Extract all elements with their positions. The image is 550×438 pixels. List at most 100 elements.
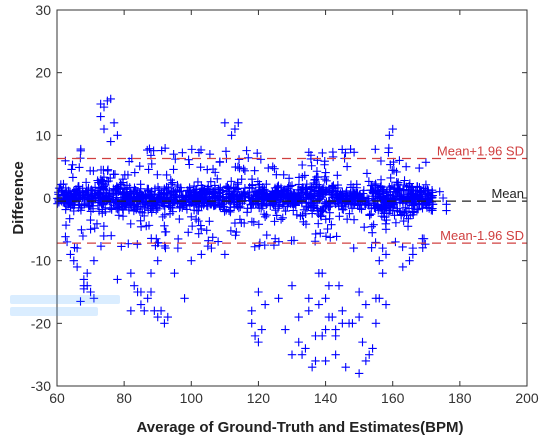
data-point: [156, 195, 166, 205]
data-point: [59, 190, 68, 199]
reference-line-label: Mean+1.96 SD: [437, 144, 524, 159]
data-point: [218, 186, 227, 195]
data-point: [234, 203, 244, 213]
data-point: [241, 191, 250, 201]
data-point: [327, 220, 336, 229]
data-point: [96, 241, 106, 251]
data-point: [304, 198, 314, 207]
data-point: [324, 281, 334, 290]
data-point: [268, 162, 277, 171]
data-point: [274, 237, 284, 246]
data-point: [421, 158, 431, 167]
data-point: [99, 185, 109, 195]
data-point: [301, 184, 311, 193]
data-point: [105, 186, 114, 196]
data-point: [307, 206, 317, 215]
data-point: [395, 156, 404, 165]
data-point: [320, 175, 329, 184]
data-point: [83, 269, 92, 278]
data-point: [133, 287, 142, 297]
data-point: [374, 187, 383, 196]
data-point: [140, 306, 149, 315]
data-point: [419, 234, 429, 243]
data-point: [142, 221, 151, 231]
data-point: [323, 224, 332, 234]
data-point: [390, 198, 399, 208]
data-point: [133, 189, 142, 199]
data-point: [272, 211, 281, 220]
data-point: [161, 227, 171, 237]
data-point: [227, 177, 236, 186]
data-point: [113, 275, 122, 284]
data-point: [339, 205, 348, 214]
data-point: [67, 165, 76, 174]
data-point: [287, 236, 296, 245]
data-point: [379, 193, 389, 203]
data-point: [103, 96, 112, 106]
data-point: [74, 203, 83, 213]
data-point: [287, 350, 297, 359]
data-point: [202, 226, 211, 235]
data-point: [391, 218, 401, 227]
data-point: [213, 237, 223, 246]
data-point: [187, 221, 197, 231]
data-point: [375, 203, 385, 213]
data-point: [215, 157, 225, 166]
data-point: [388, 165, 397, 175]
data-point: [326, 233, 335, 242]
data-point: [438, 193, 448, 203]
data-point: [89, 256, 99, 265]
data-point: [205, 150, 215, 159]
data-point: [144, 165, 153, 174]
watermark-graphic: [10, 293, 130, 319]
data-point: [321, 294, 330, 303]
data-point: [168, 203, 177, 213]
data-point: [318, 331, 327, 341]
data-point: [413, 182, 422, 191]
data-point: [281, 206, 290, 216]
data-point: [162, 170, 171, 180]
data-point: [65, 189, 74, 198]
data-point: [378, 269, 387, 278]
data-point: [136, 222, 146, 231]
data-point: [279, 185, 288, 195]
reference-lines-layer: Mean+1.96 SD Mean Mean-1.96 SD: [57, 144, 527, 244]
data-point: [284, 174, 294, 183]
x-tick-label: 140: [314, 390, 338, 406]
data-point: [385, 131, 394, 140]
data-point: [226, 184, 236, 193]
data-point: [180, 294, 189, 303]
data-point: [210, 181, 219, 190]
x-tick-label: 60: [49, 390, 65, 406]
data-point: [366, 209, 376, 219]
data-point: [401, 203, 410, 213]
data-point: [72, 262, 82, 272]
data-point: [68, 200, 77, 209]
data-point: [409, 207, 419, 216]
data-point: [338, 306, 347, 315]
data-point: [161, 243, 170, 253]
data-point: [89, 294, 99, 303]
data-point: [140, 211, 149, 221]
data-point: [354, 312, 364, 322]
data-point: [307, 363, 317, 372]
data-point: [170, 269, 179, 278]
data-point: [417, 188, 426, 197]
data-point: [321, 325, 330, 334]
data-point: [60, 198, 70, 208]
data-point: [69, 201, 78, 210]
data-point: [165, 209, 175, 218]
data-point: [377, 211, 386, 221]
data-point: [276, 215, 286, 224]
data-point: [220, 118, 230, 127]
data-point: [423, 197, 433, 207]
data-point: [297, 350, 307, 359]
data-point: [381, 300, 391, 309]
data-point: [124, 198, 134, 207]
data-point: [406, 185, 415, 194]
data-point: [160, 319, 169, 328]
data-point: [193, 177, 203, 187]
data-point: [126, 306, 136, 315]
data-point: [98, 208, 107, 218]
data-point: [257, 204, 266, 213]
